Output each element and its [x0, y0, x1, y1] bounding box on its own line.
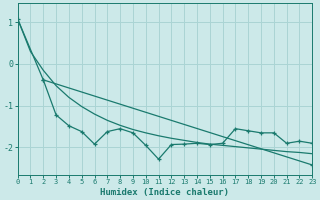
X-axis label: Humidex (Indice chaleur): Humidex (Indice chaleur): [100, 188, 229, 197]
